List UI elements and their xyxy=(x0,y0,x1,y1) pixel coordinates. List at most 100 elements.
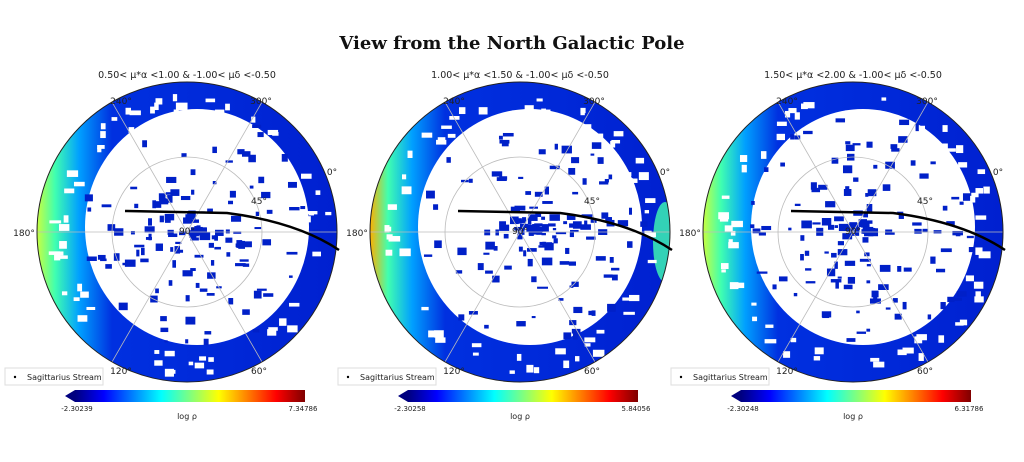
empty-pixel xyxy=(306,216,311,223)
empty-pixel xyxy=(401,174,407,180)
density-pixel xyxy=(885,232,895,235)
density-pixel xyxy=(790,134,795,140)
density-pixel xyxy=(225,237,233,243)
empty-pixel xyxy=(973,281,984,289)
density-pixel xyxy=(501,141,509,147)
density-pixel xyxy=(879,264,891,272)
colorbar-min-label: -2.30239 xyxy=(61,405,92,413)
empty-pixel xyxy=(956,145,964,154)
density-pixel xyxy=(885,229,893,233)
density-pixel xyxy=(581,214,593,218)
density-pixel xyxy=(144,226,155,233)
density-pixel xyxy=(803,130,813,135)
grid-spoke xyxy=(852,101,929,233)
colorbar-min-label: -2.30248 xyxy=(727,405,758,413)
legend-label: Sagittarius Stream xyxy=(693,373,768,382)
density-pixel xyxy=(499,139,510,144)
empty-pixel xyxy=(48,251,61,255)
density-pixel xyxy=(168,280,173,286)
empty-pixel xyxy=(436,139,447,145)
density-pixel xyxy=(248,154,256,163)
density-pixel xyxy=(491,171,503,177)
density-pixel xyxy=(890,144,898,149)
density-pixel xyxy=(897,265,902,272)
density-pixel xyxy=(838,223,850,232)
density-pixel xyxy=(215,229,224,236)
density-pixel xyxy=(504,265,512,270)
density-pixel xyxy=(940,248,952,253)
density-pixel xyxy=(134,203,139,209)
panel-title: 1.00< μ*α <1.50 & -1.00< μδ <-0.50 xyxy=(431,70,609,81)
density-pixel xyxy=(514,205,526,211)
empty-pixel xyxy=(49,220,62,224)
azimuth-tick-label: 180° xyxy=(679,229,701,239)
density-pixel xyxy=(590,153,595,156)
density-pixel xyxy=(842,165,853,174)
density-pixel xyxy=(164,219,171,223)
density-pixel xyxy=(640,221,648,227)
density-pixel xyxy=(552,228,557,231)
empty-pixel xyxy=(958,162,968,168)
empty-pixel xyxy=(533,367,540,374)
density-pixel xyxy=(528,214,538,221)
density-pixel xyxy=(866,328,871,332)
empty-pixel xyxy=(646,232,656,238)
density-pixel xyxy=(845,144,855,152)
density-pixel xyxy=(183,217,192,224)
empty-pixel xyxy=(154,360,163,366)
density-pixel xyxy=(172,260,177,268)
empty-pixel xyxy=(59,241,67,249)
density-pixel xyxy=(531,276,537,283)
density-pixel xyxy=(844,260,856,266)
density-pixel xyxy=(539,241,546,246)
azimuth-tick-label: 0° xyxy=(660,168,670,178)
empty-pixel xyxy=(790,337,797,343)
panel-2: 0° 60° 120° 180° 240° 300° 45° 90° 1.00< μ*α <1.… xyxy=(337,70,673,421)
empty-pixel xyxy=(803,102,815,109)
density-detail xyxy=(718,97,991,368)
density-pixel xyxy=(535,212,542,218)
sagittarius-stream-line xyxy=(457,209,673,252)
density-pixel xyxy=(910,160,916,166)
density-pixel xyxy=(554,143,558,150)
empty-pixel xyxy=(312,251,321,257)
density-pixel xyxy=(761,225,772,231)
density-pixel xyxy=(517,228,525,235)
empty-pixel xyxy=(760,151,767,159)
density-pixel xyxy=(509,216,519,225)
density-pixel xyxy=(231,215,242,222)
density-pixel xyxy=(873,164,878,169)
density-pixel xyxy=(485,241,495,250)
empty-pixel xyxy=(315,190,321,195)
density-pixel xyxy=(477,263,484,271)
empty-pixel xyxy=(458,107,466,115)
empty-pixel xyxy=(287,325,298,333)
density-pixel xyxy=(185,316,196,325)
density-pixel xyxy=(233,231,242,234)
empty-pixel xyxy=(731,220,743,228)
azimuth-tick-label: 240° xyxy=(776,97,798,107)
density-pixel xyxy=(174,246,181,254)
empty-pixel xyxy=(154,102,159,111)
azimuth-tick-label: 120° xyxy=(443,367,465,377)
empty-pixel xyxy=(208,357,214,362)
density-pixel xyxy=(122,262,132,266)
azimuth-tick-label: 180° xyxy=(346,229,368,239)
density-pixel xyxy=(962,193,971,201)
empty-pixel xyxy=(918,125,925,131)
density-pixel xyxy=(845,141,851,145)
density-pixel xyxy=(586,236,596,240)
density-pixel xyxy=(758,232,766,236)
grid-spoke xyxy=(852,231,929,363)
density-pixel xyxy=(142,140,148,148)
density-pixel xyxy=(826,268,836,277)
density-pixel xyxy=(843,189,852,196)
density-pixel xyxy=(548,223,556,227)
density-pixel xyxy=(212,146,217,154)
legend-box xyxy=(670,367,770,386)
azimuth-tick-label: 120° xyxy=(776,367,798,377)
density-pixel xyxy=(531,316,536,319)
empty-pixel xyxy=(628,178,638,183)
density-pixel xyxy=(158,193,166,201)
empty-pixel xyxy=(624,172,632,177)
